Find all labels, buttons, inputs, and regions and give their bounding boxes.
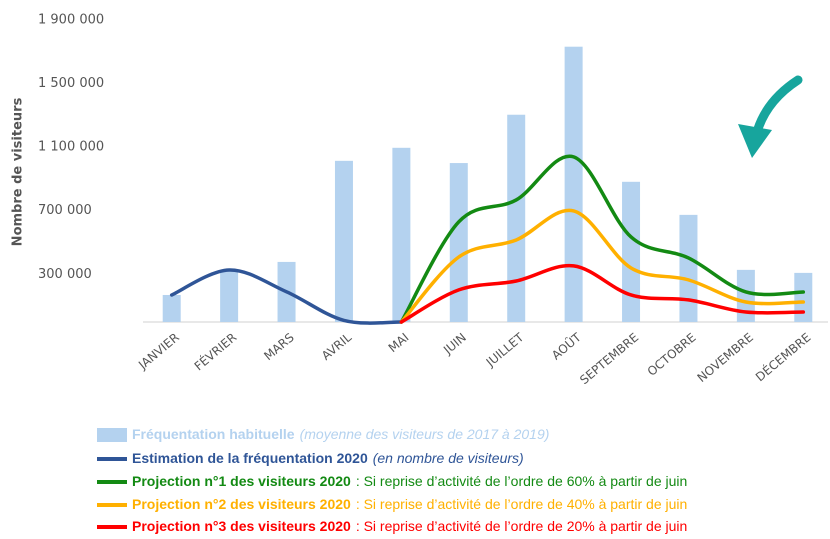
- x-tick-label: DÉCEMBRE: [752, 329, 813, 384]
- x-tick-label: JUIN: [440, 330, 469, 357]
- legend-name: Fréquentation habituelle: [132, 426, 295, 442]
- bar: [794, 272, 813, 322]
- legend-entry: Fréquentation habituelle (moyenne des vis…: [132, 426, 549, 442]
- x-tick-label: OCTOBRE: [645, 330, 699, 378]
- x-tick-label: JANVIER: [135, 330, 182, 372]
- legend-note: (en nombre de visiteurs): [373, 450, 524, 466]
- arrow-head: [738, 124, 772, 158]
- y-axis-title: Nombre de visiteurs: [11, 97, 26, 246]
- x-tick-label: FÉVRIER: [191, 329, 239, 373]
- bar: [507, 114, 526, 322]
- legend-entry: Projection n°3 des visiteurs 2020 : Si re…: [132, 518, 687, 534]
- x-tick-label: NOVEMBRE: [695, 330, 756, 385]
- x-tick-label: AOÛT: [548, 329, 584, 362]
- legend-entry: Estimation de la fréquentation 2020 (en n…: [132, 450, 524, 466]
- bar: [220, 271, 239, 322]
- y-tick-label: 1 100 000: [38, 140, 104, 155]
- legend-name: Projection n°2 des visiteurs 2020: [132, 496, 351, 512]
- line: [399, 208, 806, 324]
- legend-note: : Si reprise d’activité de l’ordre de 40…: [356, 496, 688, 512]
- bar: [622, 181, 641, 322]
- legend-note: : Si reprise d’activité de l’ordre de 20…: [356, 518, 688, 534]
- bar: [392, 147, 411, 322]
- y-tick-label: 1 900 000: [38, 13, 104, 28]
- bar: [449, 163, 468, 322]
- y-tick-label: 1 500 000: [38, 76, 104, 91]
- y-tick-label: 300 000: [38, 267, 92, 282]
- x-tick-label: SEPTEMBRE: [577, 330, 641, 387]
- line: [169, 268, 404, 325]
- legend-entry: Projection n°2 des visiteurs 2020 : Si re…: [132, 496, 687, 512]
- bar: [564, 46, 583, 323]
- y-tick-label: 700 000: [38, 203, 92, 218]
- bar: [679, 214, 698, 322]
- legend-name: Projection n°3 des visiteurs 2020: [132, 518, 351, 534]
- line: [399, 154, 806, 324]
- x-tick-label: MAI: [386, 330, 412, 355]
- bar: [334, 160, 353, 322]
- legend-name: Projection n°1 des visiteurs 2020: [132, 473, 351, 489]
- bar: [736, 269, 755, 322]
- legend-swatch: [97, 428, 127, 442]
- legend-note: : Si reprise d’activité de l’ordre de 60…: [356, 473, 688, 489]
- bar: [162, 294, 181, 322]
- x-tick-label: MARS: [261, 330, 296, 363]
- legend-name: Estimation de la fréquentation 2020: [132, 450, 368, 466]
- x-tick-label: AVRIL: [319, 330, 354, 363]
- legend-entry: Projection n°1 des visiteurs 2020 : Si re…: [132, 473, 687, 489]
- line: [399, 263, 806, 324]
- x-tick-label: JUILLET: [483, 330, 527, 370]
- legend-note: (moyenne des visiteurs de 2017 à 2019): [300, 426, 550, 442]
